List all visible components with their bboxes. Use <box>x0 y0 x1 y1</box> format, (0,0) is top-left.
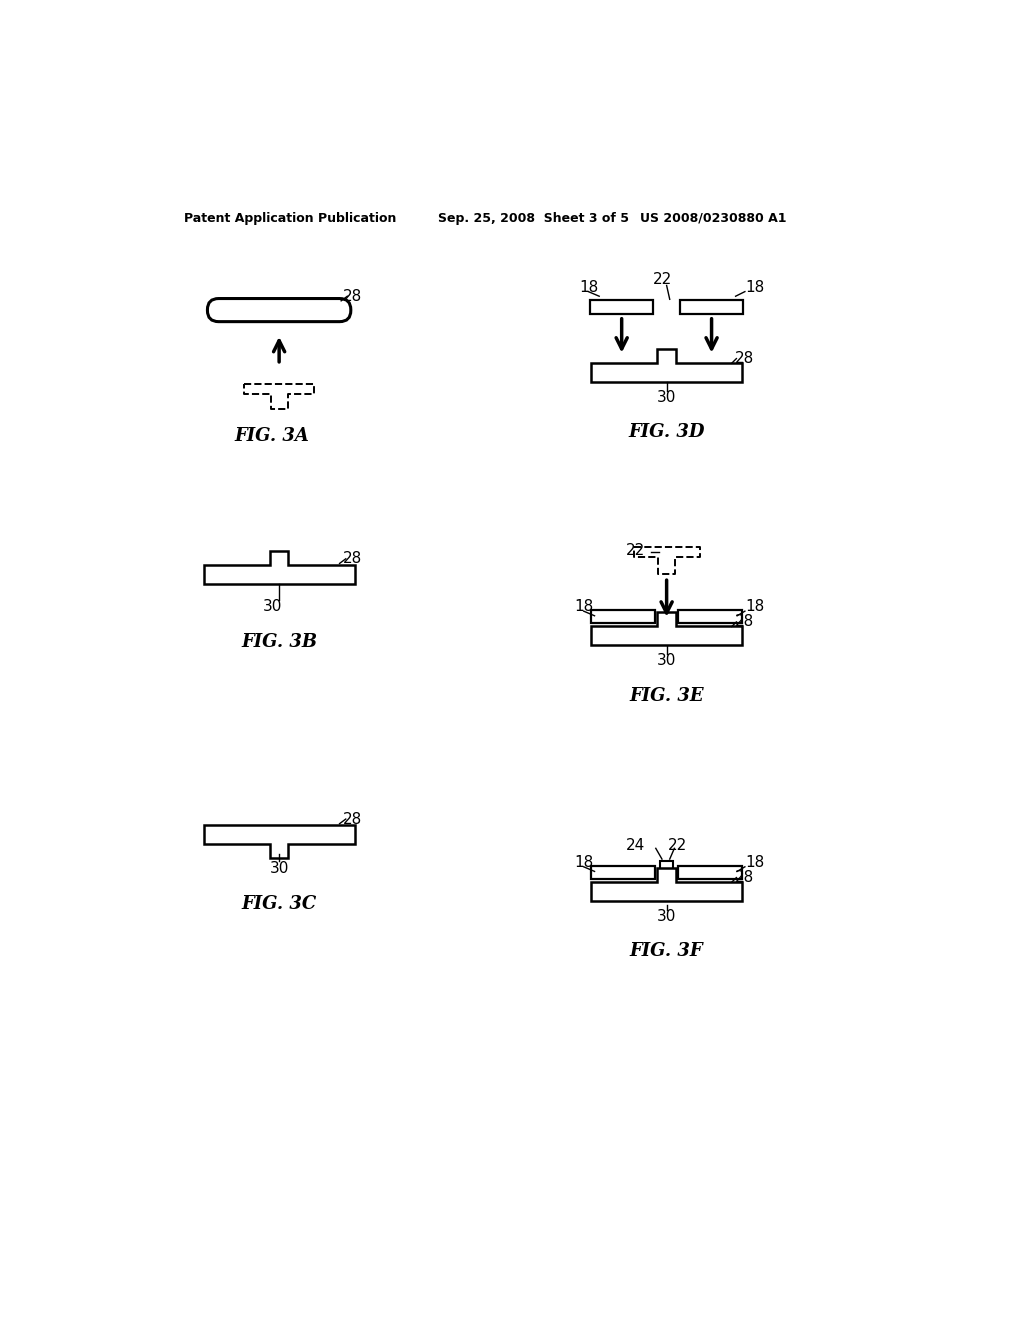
Bar <box>678 866 741 879</box>
Text: 28: 28 <box>735 351 754 366</box>
Text: 28: 28 <box>343 289 361 304</box>
Text: 18: 18 <box>574 599 594 614</box>
Text: US 2008/0230880 A1: US 2008/0230880 A1 <box>640 213 786 224</box>
Text: 24: 24 <box>626 838 645 853</box>
Text: 18: 18 <box>744 854 764 870</box>
Text: Sep. 25, 2008  Sheet 3 of 5: Sep. 25, 2008 Sheet 3 of 5 <box>438 213 629 224</box>
Bar <box>678 610 741 623</box>
Text: 22: 22 <box>669 838 687 853</box>
Bar <box>592 866 655 879</box>
Text: FIG. 3D: FIG. 3D <box>629 422 705 441</box>
Text: 30: 30 <box>657 908 676 924</box>
Text: FIG. 3E: FIG. 3E <box>630 686 703 705</box>
Polygon shape <box>591 869 742 902</box>
Text: 28: 28 <box>735 614 754 630</box>
Bar <box>680 301 743 314</box>
Text: 18: 18 <box>579 280 598 296</box>
Bar <box>660 861 673 870</box>
Text: 22: 22 <box>653 272 673 286</box>
Text: 28: 28 <box>343 552 361 566</box>
FancyBboxPatch shape <box>208 298 351 322</box>
Polygon shape <box>591 612 742 645</box>
Text: 28: 28 <box>343 812 361 826</box>
Text: Patent Application Publication: Patent Application Publication <box>183 213 396 224</box>
Polygon shape <box>204 550 354 583</box>
Text: 30: 30 <box>263 599 283 614</box>
Text: 30: 30 <box>657 653 676 668</box>
Polygon shape <box>204 825 354 858</box>
Text: 18: 18 <box>574 854 594 870</box>
Text: FIG. 3A: FIG. 3A <box>233 426 309 445</box>
Text: 22: 22 <box>626 543 645 558</box>
Text: 18: 18 <box>744 280 764 296</box>
Text: FIG. 3F: FIG. 3F <box>630 942 703 961</box>
Text: 18: 18 <box>744 599 764 614</box>
Text: FIG. 3C: FIG. 3C <box>242 895 316 912</box>
Text: 30: 30 <box>657 389 676 405</box>
Polygon shape <box>591 348 742 381</box>
Text: FIG. 3B: FIG. 3B <box>241 634 317 651</box>
Text: 30: 30 <box>269 861 289 876</box>
Bar <box>590 301 653 314</box>
Text: 28: 28 <box>735 870 754 886</box>
Bar <box>592 610 655 623</box>
